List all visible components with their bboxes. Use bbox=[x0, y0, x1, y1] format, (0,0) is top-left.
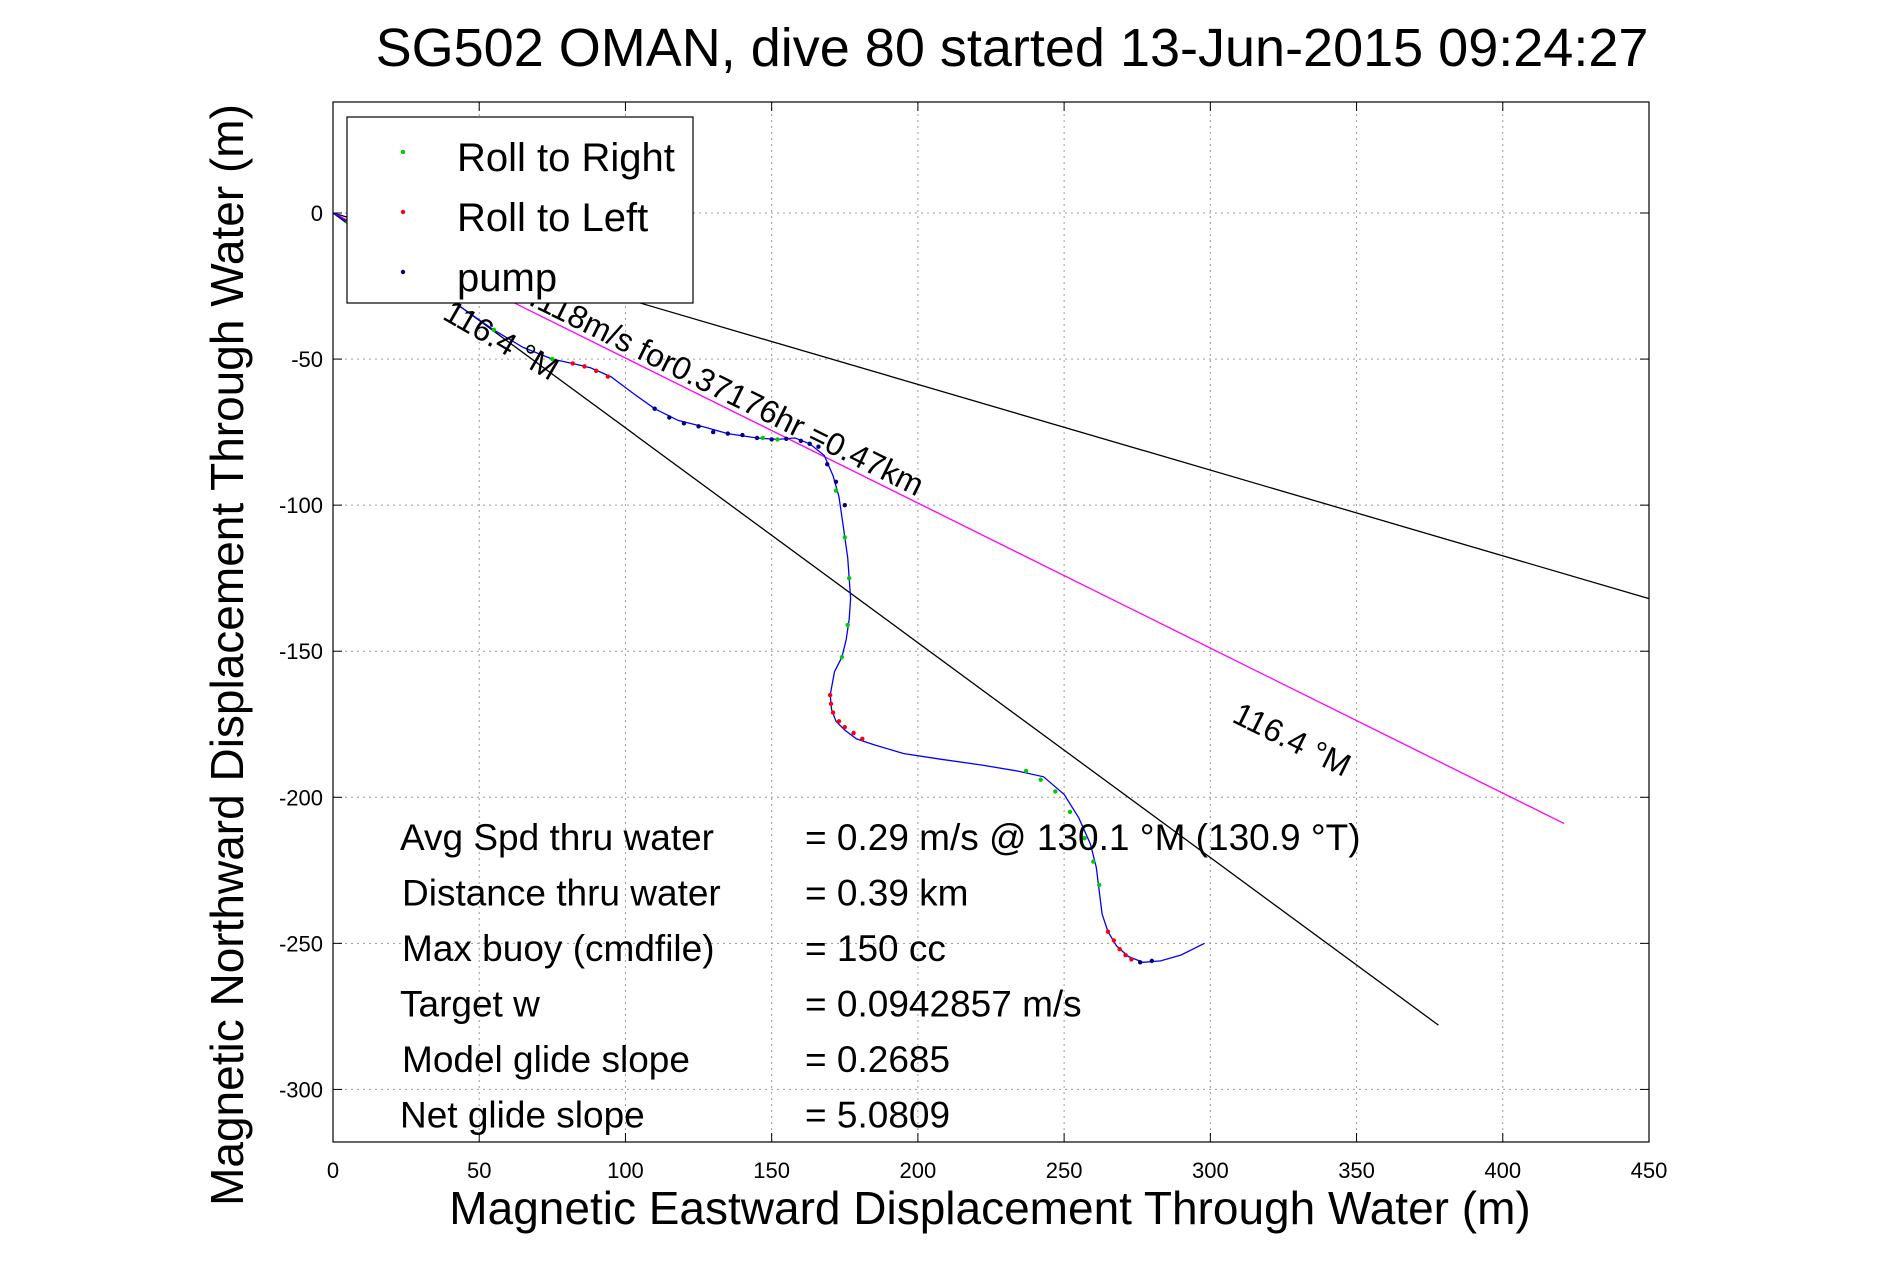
pump-marker bbox=[696, 424, 701, 429]
stats-block: Avg Spd thru water = 0.29 m/s @ 130.1 °M … bbox=[400, 817, 1361, 1136]
pump-marker bbox=[807, 441, 812, 446]
roll-left-marker bbox=[1129, 957, 1134, 962]
stat-value: = 0.0942857 m/s bbox=[805, 984, 1082, 1025]
pump-marker bbox=[833, 479, 839, 484]
roll-right-marker bbox=[833, 488, 839, 493]
stat-label: Avg Spd thru water bbox=[400, 817, 714, 858]
x-tick-label: 100 bbox=[607, 1158, 644, 1183]
x-tick-label: 350 bbox=[1338, 1158, 1375, 1183]
legend: Roll to Right Roll to Left pump bbox=[346, 116, 694, 304]
slope-annotation: 116.4 °M bbox=[1228, 695, 1357, 783]
x-tick-label: 450 bbox=[1631, 1158, 1668, 1183]
stat-value: = 0.2685 bbox=[805, 1039, 950, 1080]
plot-frame bbox=[332, 101, 1650, 1143]
y-tick-label: -150 bbox=[279, 639, 323, 664]
roll-right-marker bbox=[1067, 809, 1073, 815]
legend-label: Roll to Right bbox=[457, 136, 675, 180]
pump-marker bbox=[1149, 958, 1155, 964]
pump-marker bbox=[769, 437, 774, 442]
y-tick-label: -100 bbox=[279, 493, 323, 518]
pump-marker bbox=[725, 431, 730, 436]
chart-title: SG502 OMAN, dive 80 started 13-Jun-2015 … bbox=[376, 18, 1649, 78]
legend-marker bbox=[400, 269, 406, 275]
y-tick-label: -200 bbox=[279, 785, 323, 810]
stat-label: Max buoy (cmdfile) bbox=[402, 928, 715, 969]
x-tick-label: 400 bbox=[1484, 1158, 1521, 1183]
y-tick-label: -300 bbox=[279, 1077, 323, 1102]
pump-marker bbox=[681, 421, 687, 426]
stat-value: = 0.39 km bbox=[805, 873, 969, 914]
legend-marker bbox=[400, 149, 406, 155]
pump-marker bbox=[754, 435, 760, 441]
roll-left-marker bbox=[1123, 952, 1128, 958]
slope-annotation: 0.118m/s for0.37176hr =0.47km bbox=[508, 270, 929, 503]
x-tick-label: 50 bbox=[467, 1158, 491, 1183]
roll-right-marker bbox=[842, 535, 847, 540]
stat-value: = 5.0809 bbox=[805, 1095, 950, 1136]
pump-marker bbox=[842, 502, 847, 508]
y-tick-label: -50 bbox=[291, 347, 323, 372]
roll-left-marker bbox=[860, 736, 865, 742]
roll-right-marker bbox=[1023, 768, 1029, 774]
roll-left-marker bbox=[594, 368, 599, 373]
roll-right-marker bbox=[1082, 835, 1087, 841]
roll-left-marker bbox=[605, 374, 611, 379]
roll-left-marker bbox=[582, 364, 587, 369]
x-axis-label: Magnetic Eastward Displacement Through W… bbox=[449, 1182, 1530, 1234]
roll-right-marker bbox=[846, 575, 852, 581]
roll-left-marker bbox=[851, 730, 856, 736]
reference-line bbox=[332, 212, 1565, 825]
axis-ticks: 0 50 100 150 200 250 300 350 400 450 0 -50 -100 -150 -… bbox=[279, 102, 1667, 1183]
roll-left-marker bbox=[830, 710, 836, 715]
roll-right-marker bbox=[1091, 859, 1096, 864]
roll-left-marker bbox=[1105, 929, 1111, 934]
roll-right-marker bbox=[1038, 777, 1043, 782]
stat-value: = 0.29 m/s @ 130.1 °M (130.9 °T) bbox=[805, 817, 1361, 858]
pump-marker bbox=[816, 444, 821, 449]
legend-label: pump bbox=[457, 256, 557, 300]
pump-marker bbox=[710, 429, 716, 435]
pump-marker bbox=[784, 436, 789, 442]
pump-marker bbox=[1137, 960, 1143, 965]
roll-left-marker bbox=[827, 692, 833, 698]
roll-right-marker bbox=[1053, 789, 1058, 794]
x-tick-label: 250 bbox=[1046, 1158, 1083, 1183]
legend-label: Roll to Left bbox=[457, 196, 648, 240]
stat-label: Distance thru water bbox=[402, 873, 721, 914]
x-tick-label: 150 bbox=[753, 1158, 790, 1183]
x-tick-label: 200 bbox=[900, 1158, 937, 1183]
y-tick-label: -250 bbox=[279, 931, 323, 956]
x-tick-label: 0 bbox=[327, 1158, 339, 1183]
x-tick-label: 300 bbox=[1192, 1158, 1229, 1183]
annotations: 116.4 °M0.118m/s for0.37176hr =0.47km116… bbox=[438, 270, 1357, 783]
roll-right-marker bbox=[1097, 882, 1102, 888]
roll-right-marker bbox=[491, 327, 497, 333]
roll-left-marker bbox=[836, 719, 842, 724]
roll-left-marker bbox=[570, 361, 576, 366]
roll-left-marker bbox=[1117, 946, 1122, 952]
y-tick-label: 0 bbox=[311, 201, 323, 226]
pump-marker bbox=[825, 462, 830, 467]
roll-right-marker bbox=[760, 435, 766, 441]
pump-marker bbox=[740, 432, 745, 438]
stat-label: Net glide slope bbox=[400, 1095, 645, 1136]
roll-right-marker bbox=[839, 654, 845, 660]
reference-line bbox=[332, 212, 1439, 1026]
pump-marker bbox=[652, 406, 657, 411]
roll-left-marker bbox=[842, 724, 847, 730]
y-axis-label: Magnetic Northward Displacement Through … bbox=[201, 104, 253, 1206]
legend-marker bbox=[400, 209, 406, 215]
stat-value: = 150 cc bbox=[805, 928, 946, 969]
pump-marker bbox=[798, 438, 804, 444]
roll-left-marker bbox=[1111, 938, 1117, 943]
roll-right-marker bbox=[775, 437, 780, 442]
pump-marker bbox=[667, 415, 672, 420]
stat-label: Model glide slope bbox=[402, 1039, 690, 1080]
roll-left-marker bbox=[828, 701, 834, 706]
stat-label: Target w bbox=[400, 984, 540, 1025]
roll-right-marker bbox=[845, 622, 850, 628]
roll-right-marker bbox=[550, 356, 555, 362]
